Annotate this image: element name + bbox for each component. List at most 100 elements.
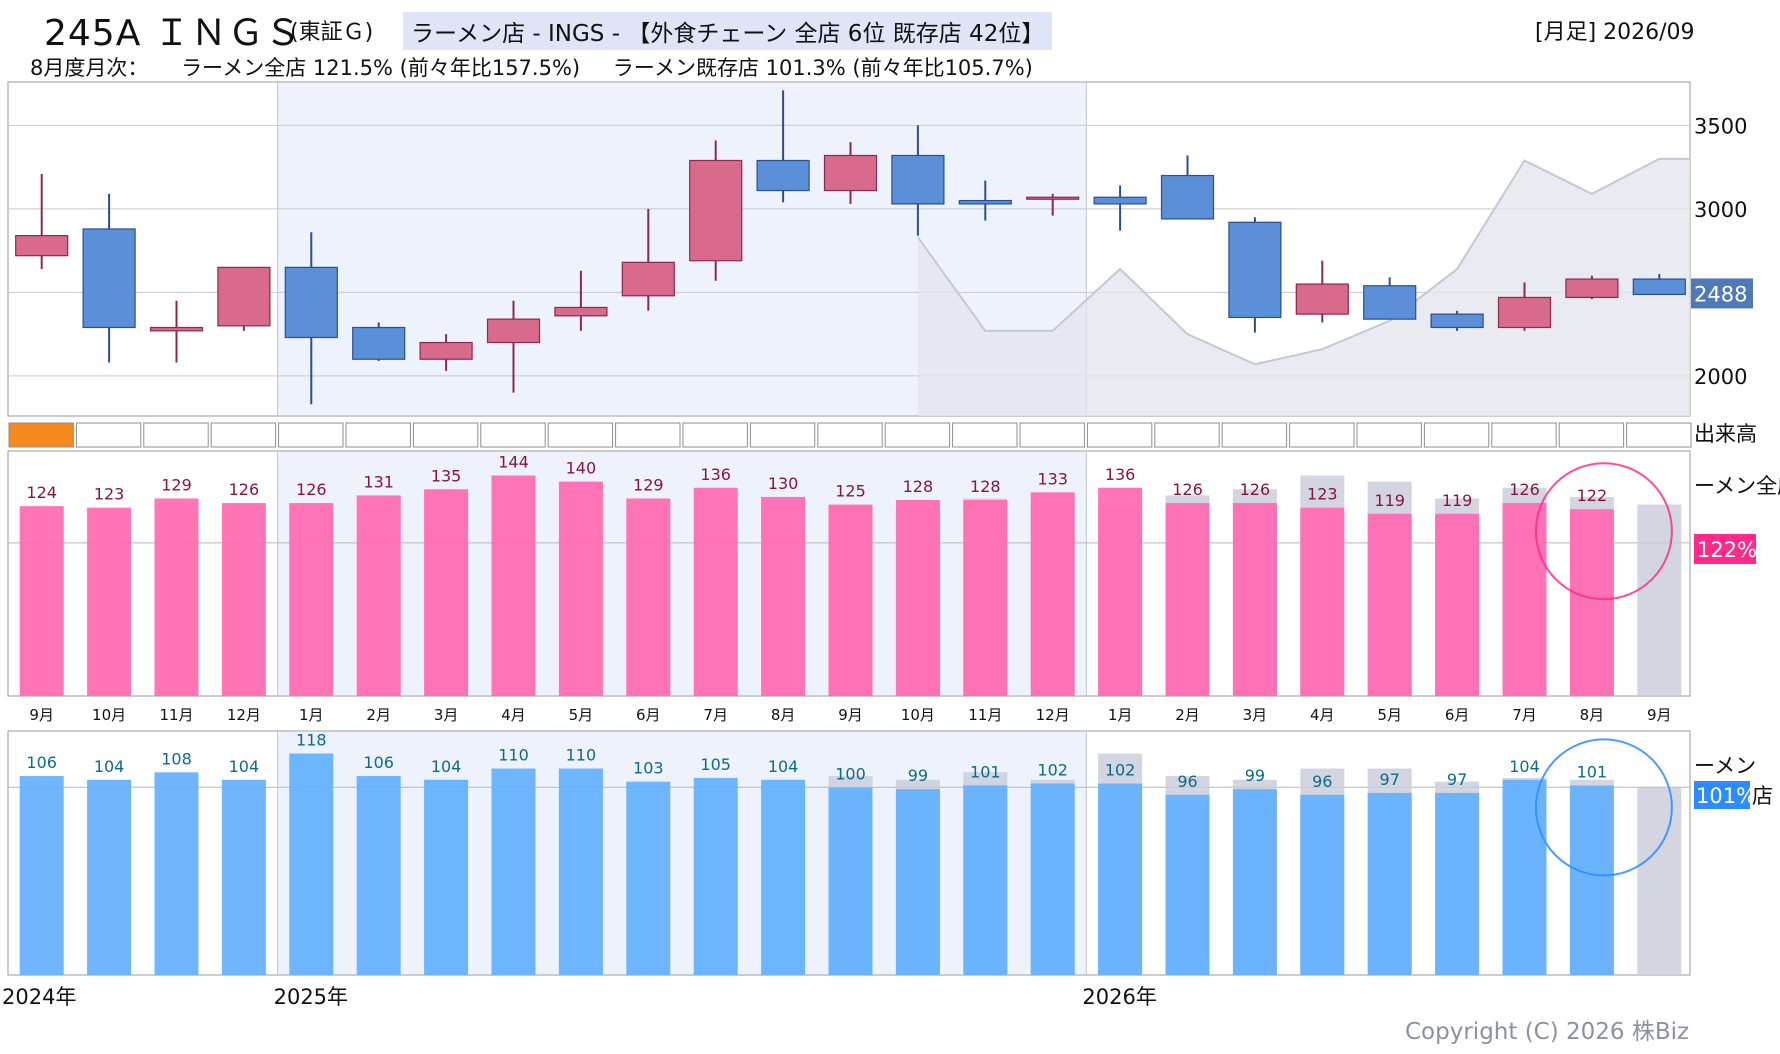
existing-stores-bar [424, 779, 469, 975]
all-stores-bar [19, 506, 64, 696]
existing-stores-bar [963, 785, 1008, 975]
all-stores-highlight-ring [1534, 462, 1673, 601]
candle-body [1228, 221, 1282, 319]
all-stores-bar [1098, 487, 1143, 696]
month-label: 6月 [636, 706, 661, 724]
headline-badge: ラーメン店 - INGS - 【外食チェーン 全店 6位 既存店 42位】 [403, 12, 1053, 50]
market-label: (東証Ｇ) [290, 20, 374, 45]
existing-stores-legend-label: ーメン [1694, 754, 1756, 778]
month-label: 10月 [92, 706, 126, 724]
all-stores-bar [1502, 503, 1547, 696]
all-stores-value-label: 129 [633, 475, 664, 494]
existing-stores-value-label: 104 [768, 757, 799, 776]
all-stores-value-label: 128 [903, 477, 934, 496]
copyright: Copyright (C) 2026 株Biz [1405, 1019, 1690, 1045]
candle-body [217, 266, 271, 327]
all-stores-bar [1030, 492, 1075, 696]
existing-stores-bar [87, 779, 132, 975]
existing-stores-bar [221, 779, 266, 975]
candle-body [689, 159, 743, 262]
month-label: 12月 [227, 706, 261, 724]
existing-stores-badge-text: 101% [1696, 784, 1756, 808]
candle-body [149, 326, 204, 332]
existing-stores-bar [1569, 785, 1614, 975]
volume-cell [1491, 422, 1557, 448]
month-label: 9月 [29, 706, 54, 724]
existing-stores-bar [558, 768, 603, 975]
month-label: 4月 [1310, 706, 1335, 724]
existing-stores-prior-bar [1637, 787, 1682, 975]
all-stores-value-label: 129 [161, 475, 192, 494]
all-stores-value-label: 126 [1509, 480, 1540, 499]
all-stores-value-label: 144 [498, 453, 529, 472]
existing-stores-value-label: 99 [1245, 766, 1265, 785]
candle-body [1093, 196, 1147, 205]
candle-body [1430, 313, 1484, 329]
existing-stores-bar [1367, 792, 1412, 975]
all-stores-value-label: 125 [835, 482, 866, 501]
all-stores-value-label: 126 [229, 480, 260, 499]
candle-body [1026, 196, 1080, 200]
month-label: 2月 [1175, 706, 1200, 724]
existing-stores-value-label: 102 [1105, 761, 1136, 780]
candle-body [958, 199, 1012, 205]
existing-stores-legend-tail: 店 [1752, 784, 1773, 808]
existing-stores-bar [1098, 783, 1143, 975]
existing-stores-value-label: 99 [908, 766, 928, 785]
existing-stores-bar [1232, 789, 1277, 975]
candle-body [1160, 174, 1215, 220]
volume-cell [682, 422, 748, 448]
all-stores-value-label: 128 [970, 477, 1001, 496]
all-stores-value-label: 136 [1105, 465, 1136, 484]
volume-cell [1356, 422, 1422, 448]
volume-cell [1019, 422, 1085, 448]
volume-cell [1558, 422, 1625, 448]
volume-cell [8, 422, 74, 448]
candle-body [756, 159, 810, 192]
all-stores-bar [1435, 513, 1480, 696]
existing-stores-value-label: 97 [1447, 770, 1467, 789]
all-stores-badge-text: 122% [1697, 538, 1757, 562]
candle-body [284, 266, 338, 339]
price-tick-label: 3000 [1694, 198, 1747, 222]
price-tick-label: 3500 [1694, 114, 1747, 138]
month-label: 7月 [1512, 706, 1537, 724]
month-label: 8月 [771, 706, 796, 724]
candle-body [1632, 278, 1686, 296]
volume-cell [75, 422, 142, 448]
volume-cell [278, 422, 344, 448]
volume-cell [1423, 422, 1490, 448]
existing-stores-bar [895, 789, 940, 975]
existing-stores-value-label: 104 [1509, 757, 1540, 776]
volume-cell [1626, 422, 1692, 448]
all-stores-bar [1232, 503, 1277, 696]
volume-label: 出来高 [1694, 422, 1757, 446]
month-label: 4月 [501, 706, 526, 724]
all-stores-bar [693, 487, 738, 696]
all-stores-bar [1569, 509, 1614, 696]
year-label: 2024年 [2, 985, 76, 1009]
prior-period-line [917, 157, 1690, 366]
all-stores-bar [626, 498, 671, 696]
all-stores-bar [221, 503, 266, 696]
existing-stores-badge [1694, 781, 1750, 809]
candle-body [15, 235, 69, 257]
existing-stores-bar [491, 768, 536, 975]
all-stores-legend-label: ーメン全店 [1694, 474, 1780, 498]
existing-stores-value-label: 110 [498, 746, 529, 765]
year-label: 2025年 [274, 985, 348, 1009]
all-stores-value-label: 126 [1172, 480, 1203, 499]
volume-cell [210, 422, 277, 448]
candle-body [1497, 296, 1552, 329]
existing-stores-bar [693, 777, 738, 975]
existing-stores-value-label: 96 [1177, 772, 1197, 791]
volume-cell [1154, 422, 1220, 448]
all-stores-bar [1367, 513, 1412, 696]
current-price-badge [1691, 278, 1753, 309]
existing-stores-value-label: 106 [363, 753, 394, 772]
volume-cell [1289, 422, 1355, 448]
candle-body [82, 228, 136, 329]
volume-cell [817, 422, 883, 448]
existing-stores-value-label: 104 [229, 757, 260, 776]
all-stores-value-label: 124 [26, 483, 57, 502]
